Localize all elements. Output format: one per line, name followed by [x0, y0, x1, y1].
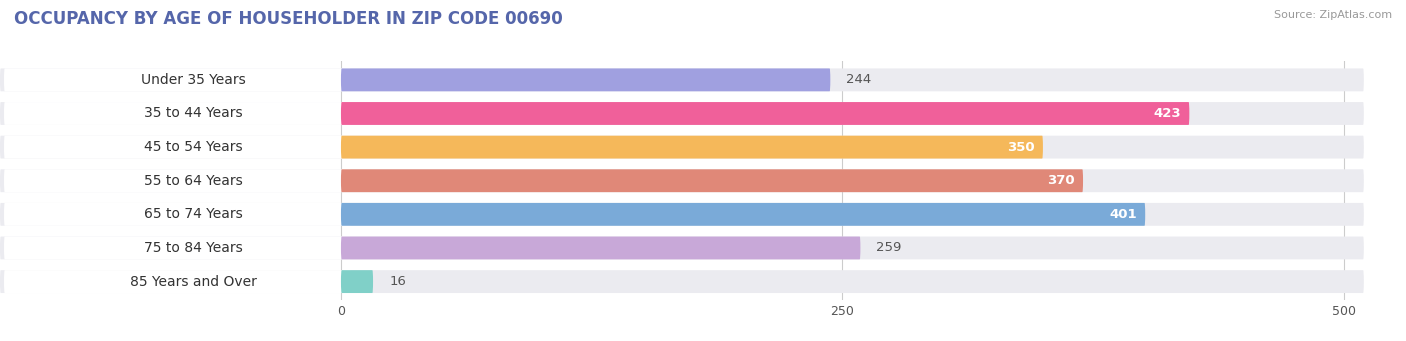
FancyBboxPatch shape	[340, 270, 373, 293]
FancyBboxPatch shape	[0, 237, 1364, 260]
FancyBboxPatch shape	[4, 102, 352, 125]
FancyBboxPatch shape	[4, 136, 352, 159]
FancyBboxPatch shape	[340, 169, 1083, 192]
FancyBboxPatch shape	[4, 237, 352, 260]
FancyBboxPatch shape	[340, 136, 1043, 159]
Text: 244: 244	[846, 73, 872, 86]
Text: 423: 423	[1154, 107, 1181, 120]
Text: 45 to 54 Years: 45 to 54 Years	[145, 140, 243, 154]
FancyBboxPatch shape	[340, 237, 860, 260]
FancyBboxPatch shape	[0, 203, 1364, 226]
Text: Under 35 Years: Under 35 Years	[141, 73, 246, 87]
FancyBboxPatch shape	[4, 203, 352, 226]
Text: 55 to 64 Years: 55 to 64 Years	[145, 174, 243, 188]
FancyBboxPatch shape	[0, 136, 1364, 159]
Text: Source: ZipAtlas.com: Source: ZipAtlas.com	[1274, 10, 1392, 20]
FancyBboxPatch shape	[0, 169, 1364, 192]
FancyBboxPatch shape	[0, 69, 1364, 91]
Text: 75 to 84 Years: 75 to 84 Years	[145, 241, 243, 255]
Text: 35 to 44 Years: 35 to 44 Years	[145, 106, 243, 120]
FancyBboxPatch shape	[340, 203, 1146, 226]
Text: 65 to 74 Years: 65 to 74 Years	[145, 207, 243, 221]
Text: 259: 259	[876, 241, 901, 254]
FancyBboxPatch shape	[340, 69, 831, 91]
FancyBboxPatch shape	[4, 270, 352, 293]
FancyBboxPatch shape	[0, 102, 1364, 125]
FancyBboxPatch shape	[4, 69, 352, 91]
Text: OCCUPANCY BY AGE OF HOUSEHOLDER IN ZIP CODE 00690: OCCUPANCY BY AGE OF HOUSEHOLDER IN ZIP C…	[14, 10, 562, 28]
FancyBboxPatch shape	[0, 270, 1364, 293]
Text: 16: 16	[389, 275, 406, 288]
Text: 370: 370	[1047, 174, 1076, 187]
FancyBboxPatch shape	[340, 102, 1189, 125]
Text: 85 Years and Over: 85 Years and Over	[131, 275, 257, 288]
FancyBboxPatch shape	[4, 169, 352, 192]
Text: 401: 401	[1109, 208, 1137, 221]
Text: 350: 350	[1007, 140, 1035, 153]
